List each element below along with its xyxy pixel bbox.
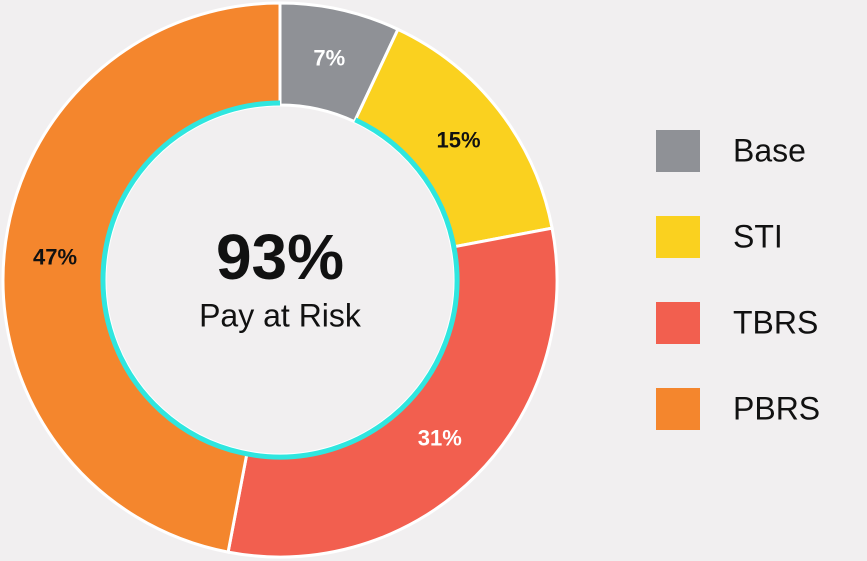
legend-swatch	[656, 388, 700, 430]
center-caption: Pay at Risk	[199, 297, 362, 333]
segment-label: 7%	[313, 45, 345, 70]
legend-label: TBRS	[733, 304, 818, 340]
risk-arc	[100, 100, 460, 460]
legend-swatch	[656, 302, 700, 344]
segment-label: 47%	[33, 245, 77, 270]
center-value: 93%	[216, 221, 344, 293]
legend-swatch	[656, 130, 700, 172]
legend-label: PBRS	[733, 390, 820, 426]
legend-label: Base	[733, 132, 806, 168]
segment-label: 31%	[418, 426, 462, 451]
legend-label: STI	[733, 218, 783, 254]
segment-label: 15%	[437, 127, 481, 152]
legend-swatch	[656, 216, 700, 258]
